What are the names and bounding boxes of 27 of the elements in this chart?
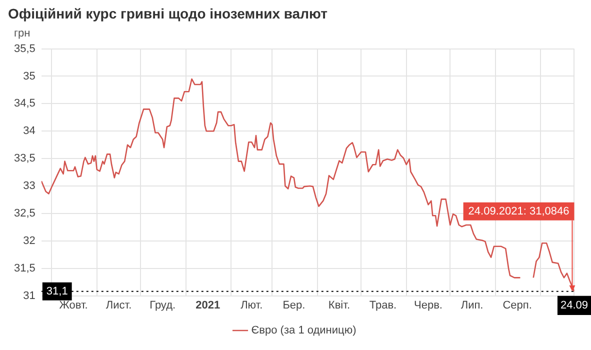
y-tick-label: 34,5 xyxy=(14,98,36,110)
x-tick-label: Бер. xyxy=(282,299,306,312)
y-tick-label: 33,5 xyxy=(14,152,36,165)
x-tick-label: Черв. xyxy=(414,299,442,312)
y-tick-label: 32,5 xyxy=(14,208,36,220)
chart-title: Офіційний курс гривні щодо іноземних валют xyxy=(8,5,328,22)
y-axis-title: грн xyxy=(14,27,30,40)
x-tick-label: 24.09 xyxy=(560,299,588,312)
y-tick-label: 31 xyxy=(23,290,36,302)
y-tick-label: 35,5 xyxy=(14,42,36,55)
x-tick-label: Лип. xyxy=(460,299,484,312)
x-tick-label: Квіт. xyxy=(328,299,350,312)
x-tick-label: Лют. xyxy=(240,299,263,312)
y-tick-label: 34 xyxy=(23,125,36,138)
y-tick-label: 32 xyxy=(23,234,36,247)
x-tick-label: Лист. xyxy=(106,299,132,312)
y-tick-label: 35 xyxy=(23,70,36,82)
ref-line-label: 31,1 xyxy=(46,285,68,298)
x-tick-label: Трав. xyxy=(369,299,397,312)
x-tick-label: Серп. xyxy=(502,299,532,312)
x-tick-label: Жовт. xyxy=(59,299,88,312)
legend-label: Євро (за 1 одиницю) xyxy=(251,324,356,337)
y-tick-label: 33 xyxy=(23,180,36,192)
annotation: 24.09.2021: 31,0846 xyxy=(468,205,570,218)
y-tick-label: 31,5 xyxy=(14,262,36,274)
x-tick-label: Груд. xyxy=(150,299,176,312)
x-tick-label: 2021 xyxy=(196,299,220,312)
